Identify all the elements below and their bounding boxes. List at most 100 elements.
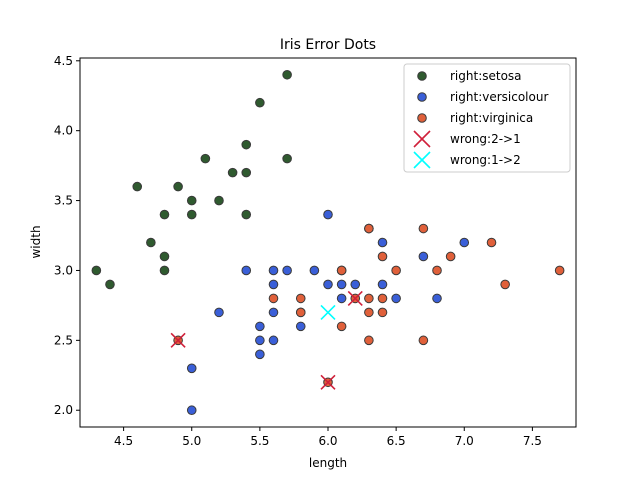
- data-point: [227, 167, 238, 178]
- data-point: [186, 405, 197, 416]
- legend-label: right:setosa: [450, 69, 522, 83]
- data-point: [350, 279, 361, 290]
- data-point: [445, 251, 456, 262]
- legend-marker: [417, 113, 427, 123]
- y-tick-label: 3.5: [54, 194, 73, 208]
- data-point: [268, 265, 279, 276]
- data-point: [255, 97, 265, 108]
- data-point: [200, 153, 211, 164]
- error-x-marker: [347, 290, 363, 306]
- error-x-marker: [320, 304, 336, 320]
- data-point: [159, 251, 170, 262]
- data-point: [186, 363, 197, 374]
- data-point: [554, 265, 565, 276]
- data-point: [186, 195, 197, 206]
- data-point: [268, 293, 279, 304]
- data-point: [268, 279, 279, 290]
- data-point: [309, 265, 320, 276]
- data-point: [214, 195, 224, 206]
- data-point: [432, 265, 442, 276]
- data-point: [132, 181, 143, 192]
- data-point: [91, 265, 102, 276]
- data-point: [295, 293, 306, 304]
- legend-label: wrong:2->1: [450, 132, 521, 146]
- data-point: [500, 279, 510, 290]
- data-point: [186, 209, 197, 220]
- x-axis-label: length: [309, 456, 347, 470]
- data-point: [282, 265, 292, 276]
- data-point: [255, 349, 265, 360]
- y-axis-label: width: [29, 225, 43, 258]
- data-point: [364, 307, 374, 318]
- data-point: [323, 209, 333, 220]
- data-point: [214, 307, 224, 318]
- x-axis: 4.5 5.0 5.5 6.0 6.5 7.0 7.5: [114, 427, 542, 448]
- data-point: [336, 321, 347, 332]
- data-point: [241, 265, 252, 276]
- data-point: [391, 265, 401, 276]
- data-point: [255, 321, 265, 332]
- data-point: [364, 223, 374, 234]
- error-x-marker: [320, 374, 336, 390]
- data-point: [377, 293, 388, 304]
- chart-title: Iris Error Dots: [280, 37, 376, 53]
- data-point: [268, 335, 279, 346]
- data-point: [418, 335, 429, 346]
- data-point: [459, 237, 470, 248]
- legend: right:setosa right:versicolour right:virgi…: [403, 63, 571, 173]
- data-point: [295, 321, 306, 332]
- data-point: [295, 307, 306, 318]
- data-point: [241, 167, 252, 178]
- data-point: [159, 265, 170, 276]
- data-point: [241, 209, 252, 220]
- data-point: [377, 237, 388, 248]
- data-point: [255, 335, 265, 346]
- data-point: [377, 279, 388, 290]
- y-tick-label: 2.0: [54, 403, 73, 417]
- x-tick-label: 7.5: [523, 434, 542, 448]
- y-tick-label: 4.5: [54, 54, 73, 68]
- data-point: [282, 153, 292, 164]
- data-point: [418, 251, 429, 262]
- data-point: [336, 279, 347, 290]
- points-layer: [91, 69, 565, 416]
- data-point: [418, 223, 429, 234]
- data-point: [377, 307, 388, 318]
- error-x-marker: [170, 332, 186, 348]
- data-point: [377, 251, 388, 262]
- data-point: [159, 209, 170, 220]
- data-point: [105, 279, 115, 290]
- legend-label: wrong:1->2: [450, 153, 521, 167]
- data-point: [486, 237, 497, 248]
- legend-marker: [413, 151, 431, 169]
- legend-marker: [417, 92, 427, 102]
- data-point: [282, 69, 292, 80]
- data-point: [336, 265, 347, 276]
- data-point: [432, 293, 442, 304]
- y-tick-label: 4.0: [54, 124, 73, 138]
- x-tick-label: 7.0: [455, 434, 474, 448]
- x-tick-label: 5.5: [250, 434, 269, 448]
- data-point: [146, 237, 156, 248]
- y-tick-label: 2.5: [54, 333, 73, 347]
- x-tick-label: 6.5: [387, 434, 406, 448]
- legend-marker: [413, 130, 431, 148]
- legend-label: right:virginica: [450, 111, 533, 125]
- legend-label: right:versicolour: [450, 90, 548, 104]
- data-point: [364, 335, 374, 346]
- x-tick-label: 4.5: [114, 434, 133, 448]
- data-point: [364, 293, 374, 304]
- data-point: [173, 181, 183, 192]
- x-tick-label: 5.0: [182, 434, 201, 448]
- data-point: [323, 279, 333, 290]
- data-point: [391, 293, 401, 304]
- legend-box: [403, 63, 571, 173]
- y-tick-label: 3.0: [54, 263, 73, 277]
- legend-marker: [417, 71, 427, 81]
- data-point: [241, 139, 252, 150]
- y-axis: 2.0 2.5 3.0 3.5 4.0 4.5: [54, 54, 80, 417]
- data-point: [268, 307, 279, 318]
- x-tick-label: 6.0: [318, 434, 337, 448]
- data-point: [336, 293, 347, 304]
